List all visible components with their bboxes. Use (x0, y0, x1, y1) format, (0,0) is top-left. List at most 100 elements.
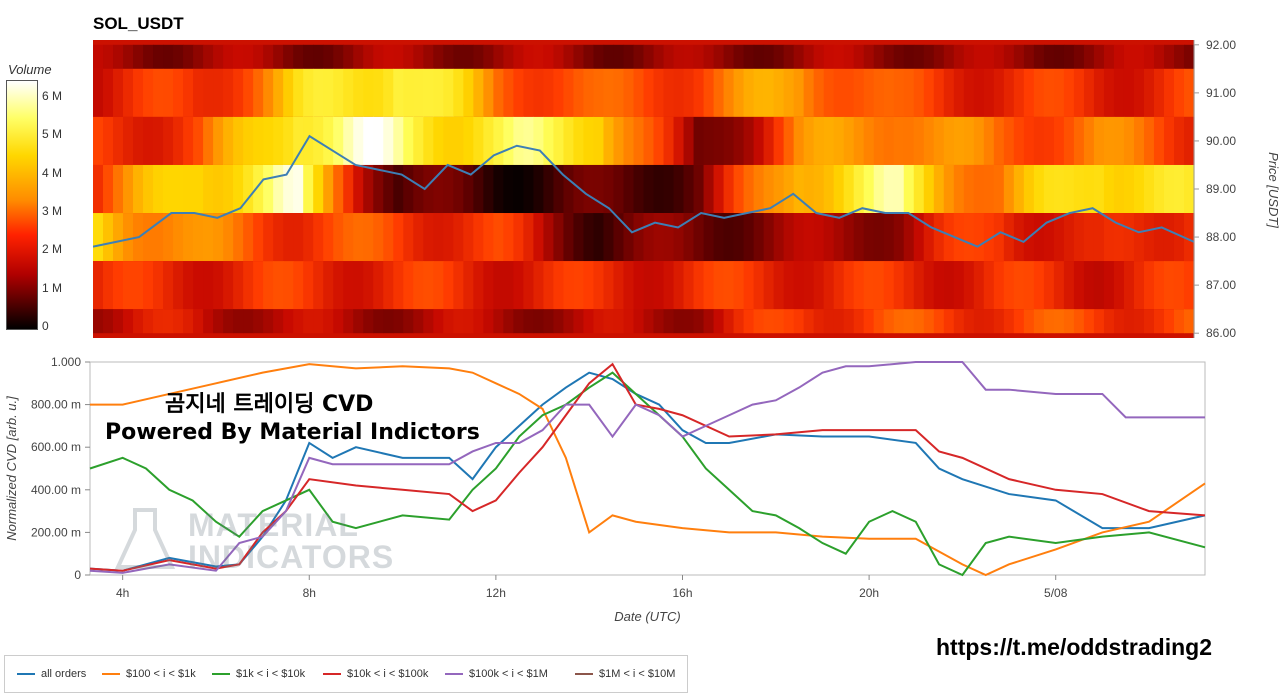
heatmap-cell (1023, 68, 1035, 117)
heatmap-cell (503, 68, 514, 117)
heatmap-cell (263, 116, 274, 165)
heatmap-cell (773, 44, 785, 69)
heatmap-cell (303, 309, 314, 334)
heatmap-cell (1033, 309, 1045, 334)
heatmap-cell (183, 261, 194, 310)
heatmap-cell (313, 164, 324, 214)
heatmap-cell (203, 213, 214, 262)
heatmap-cell (433, 116, 444, 165)
heatmap-cell (1143, 164, 1155, 214)
heatmap-cell (783, 164, 795, 214)
heatmap-cell (1093, 68, 1105, 117)
heatmap-cell (313, 68, 324, 117)
heatmap-cell (963, 44, 975, 69)
heatmap-cell (623, 213, 635, 262)
heatmap-cell (483, 309, 494, 334)
heatmap-cell (923, 116, 935, 165)
legend-item[interactable]: $10k < i < $100k (323, 668, 428, 680)
heatmap-cell (113, 164, 124, 214)
heatmap-cell (243, 164, 254, 214)
legend-item[interactable]: all orders (17, 668, 86, 680)
heatmap-cell (893, 261, 905, 310)
heatmap-cell (893, 44, 905, 69)
heatmap-cell (183, 116, 194, 165)
price-heatmap-chart[interactable]: 92.00 91.00 90.00 89.00 88.00 87.00 86.00 Price… (93, 40, 1280, 340)
heatmap-cell (703, 44, 715, 69)
heatmap-cell (783, 261, 795, 310)
heatmap-cell (583, 309, 595, 334)
heatmap-cell (223, 116, 234, 165)
heatmap-cell (1043, 68, 1055, 117)
heatmap-cell (1073, 213, 1085, 262)
telegram-url[interactable]: https://t.me/oddstrading2 (936, 634, 1212, 660)
heatmap-cell (763, 164, 775, 214)
heatmap-cell (733, 164, 745, 214)
heatmap-cell (463, 309, 474, 334)
heatmap-cell (543, 44, 555, 69)
price-tick-label: 86.00 (1206, 326, 1236, 340)
heatmap-cell (493, 261, 504, 310)
heatmap-cell (863, 116, 875, 165)
heatmap-cell (1103, 116, 1115, 165)
heatmap-cell (393, 213, 404, 262)
colorbar-tick-label: 3 M (42, 204, 63, 218)
heatmap-cell (923, 261, 935, 310)
heatmap-cell (243, 309, 254, 334)
legend-swatch (445, 673, 463, 675)
legend-swatch (102, 673, 120, 675)
heatmap-cell (1103, 309, 1115, 334)
heatmap-cell (1103, 164, 1115, 214)
heatmap-cell (943, 261, 955, 310)
heatmap-cell (333, 261, 344, 310)
heatmap-cell (1183, 164, 1195, 214)
legend-item[interactable]: $100 < i < $1k (102, 668, 196, 680)
cvd-line-chart[interactable]: 1.000 800.00 m 600.00 m 400.00 m 200.00 m 0 4h… (0, 350, 1280, 640)
heatmap-cell (963, 68, 975, 117)
heatmap-cell (1073, 116, 1085, 165)
heatmap-cell (663, 44, 675, 69)
heatmap-cell (333, 44, 344, 69)
heatmap-cell (853, 213, 865, 262)
heatmap-cell (303, 116, 314, 165)
heatmap-cell (723, 164, 735, 214)
heatmap-cell (993, 309, 1005, 334)
legend-item[interactable]: $1k < i < $10k (212, 668, 305, 680)
heatmap-cell (493, 309, 504, 334)
heatmap-cell (373, 116, 384, 165)
heatmap-cell (883, 116, 895, 165)
colorbar-tick-label: 2 M (42, 242, 63, 257)
heatmap-cell (563, 261, 575, 310)
heatmap-cell (1143, 116, 1155, 165)
heatmap-cell (603, 68, 615, 117)
heatmap-cell (383, 116, 394, 165)
heatmap-cell (743, 261, 755, 310)
heatmap-cell (1163, 68, 1175, 117)
heatmap-cell (293, 309, 304, 334)
heatmap-cell (513, 164, 524, 214)
heatmap-cell (993, 116, 1005, 165)
heatmap-cell (1113, 68, 1125, 117)
cvd-x-tick-label: 16h (672, 586, 692, 600)
heatmap-cell (1163, 261, 1175, 310)
heatmap-cell (1053, 164, 1065, 214)
heatmap-cell (273, 68, 284, 117)
heatmap-cell (653, 164, 665, 214)
heatmap-cell (733, 261, 745, 310)
heatmap-cell (533, 44, 545, 69)
heatmap-cell (263, 261, 274, 310)
heatmap-cell (973, 164, 985, 214)
heatmap-cell (703, 68, 715, 117)
heatmap-cell (623, 116, 635, 165)
price-tick-label: 89.00 (1206, 182, 1236, 196)
heatmap-cell (913, 116, 925, 165)
heatmap-cell (863, 68, 875, 117)
legend-item[interactable]: $100k < i < $1M (445, 668, 548, 680)
heatmap-cell (913, 44, 925, 69)
heatmap-cell (1073, 261, 1085, 310)
heatmap-cell (933, 309, 945, 334)
heatmap-cell (233, 261, 244, 310)
heatmap-cell (673, 164, 685, 214)
legend-item[interactable]: $1M < i < $10M (575, 668, 675, 680)
heatmap-cell (933, 116, 945, 165)
heatmap-cell (403, 213, 414, 262)
